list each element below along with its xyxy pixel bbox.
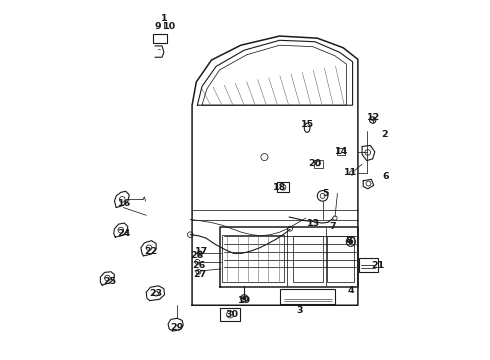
Bar xyxy=(280,289,335,304)
Text: 16: 16 xyxy=(118,199,131,208)
Text: 4: 4 xyxy=(347,285,354,294)
Text: 28: 28 xyxy=(191,251,204,260)
Text: 10: 10 xyxy=(163,22,176,31)
Bar xyxy=(327,237,354,282)
Text: 12: 12 xyxy=(367,113,380,122)
Circle shape xyxy=(243,296,246,300)
Text: 30: 30 xyxy=(225,310,238,319)
Text: 7: 7 xyxy=(329,222,336,231)
Bar xyxy=(152,34,167,43)
Text: 14: 14 xyxy=(335,147,349,156)
Text: 9: 9 xyxy=(154,22,161,31)
Circle shape xyxy=(349,240,353,244)
Bar xyxy=(222,235,284,282)
Bar xyxy=(338,148,345,154)
Text: 22: 22 xyxy=(144,247,157,256)
Text: 23: 23 xyxy=(149,289,163,298)
Text: 20: 20 xyxy=(308,158,321,167)
Text: 3: 3 xyxy=(296,306,303,315)
Bar xyxy=(359,258,378,273)
Text: 21: 21 xyxy=(372,261,385,270)
Text: 1: 1 xyxy=(161,14,167,23)
Text: 19: 19 xyxy=(238,296,251,305)
Text: 5: 5 xyxy=(322,189,329,198)
Bar xyxy=(220,308,240,321)
Text: 27: 27 xyxy=(193,270,206,279)
Text: 17: 17 xyxy=(196,247,209,256)
Bar xyxy=(293,237,322,282)
Text: 26: 26 xyxy=(192,261,205,270)
Bar xyxy=(277,183,289,192)
Text: 15: 15 xyxy=(301,120,315,129)
Bar xyxy=(314,160,322,168)
Text: 24: 24 xyxy=(118,229,131,238)
Text: 13: 13 xyxy=(307,219,320,228)
Text: 6: 6 xyxy=(383,172,390,181)
Text: 25: 25 xyxy=(104,277,117,286)
Text: 8: 8 xyxy=(346,236,352,245)
Text: 18: 18 xyxy=(273,183,286,192)
Text: 29: 29 xyxy=(171,323,184,332)
Text: 11: 11 xyxy=(344,168,358,177)
Text: 2: 2 xyxy=(381,130,388,139)
